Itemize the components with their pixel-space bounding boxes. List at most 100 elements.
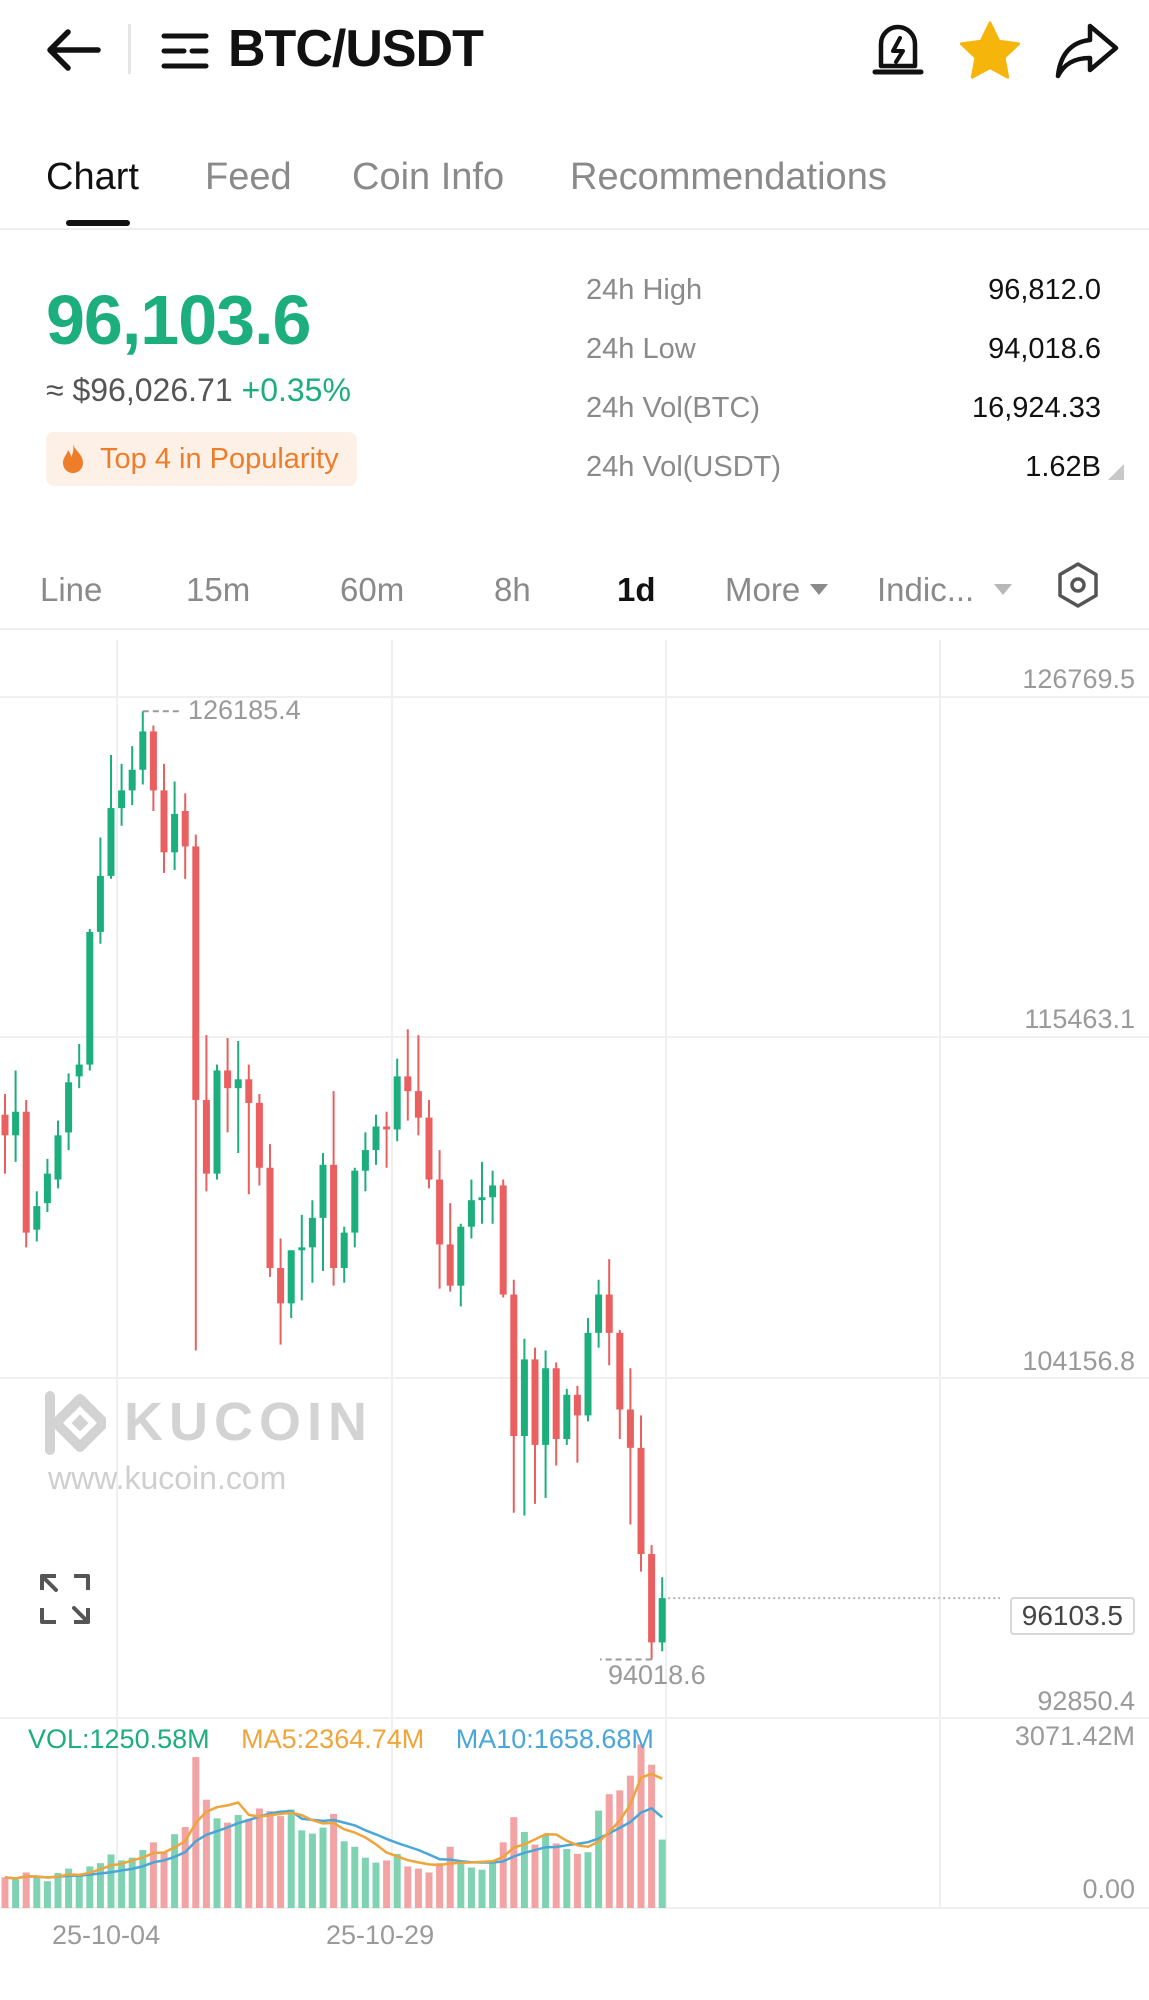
volume-bar	[149, 1842, 157, 1908]
candle-body	[467, 1200, 475, 1227]
corner-triangle-icon	[1108, 464, 1124, 480]
volume-value: VOL:1250.58M	[28, 1724, 210, 1754]
stat-value-24h-vol-btc: 16,924.33	[971, 392, 1101, 424]
pair-title[interactable]: BTC/USDT	[228, 20, 484, 78]
candle-body	[626, 1409, 634, 1448]
candle-body	[637, 1447, 645, 1554]
tab-coin-info[interactable]: Coin Info	[352, 156, 505, 198]
timeframe-1d[interactable]: 1d	[617, 571, 656, 608]
volume-bar	[626, 1775, 634, 1908]
stat-label-24h-high: 24h High	[586, 274, 703, 306]
fullscreen-expand-icon[interactable]	[38, 1572, 92, 1626]
volume-bars	[1, 1744, 666, 1908]
candle-body	[457, 1226, 465, 1286]
volume-bar	[605, 1794, 613, 1908]
volume-bar	[542, 1835, 550, 1908]
price-axis-label: 104156.8	[1022, 1346, 1135, 1376]
price-markers	[142, 710, 1000, 1661]
chevron-down-icon	[994, 583, 1013, 595]
volume-bar	[192, 1757, 200, 1908]
timeframe-15m[interactable]: 15m	[186, 571, 251, 608]
candle-body	[648, 1553, 656, 1643]
volume-bar	[128, 1857, 136, 1908]
candlestick-chart[interactable]	[0, 630, 1149, 1930]
tab-chart[interactable]: Chart	[46, 156, 139, 198]
kucoin-logo-icon	[45, 1391, 106, 1455]
candle-body	[605, 1294, 613, 1333]
candle-body	[171, 813, 179, 853]
hexagon-settings-icon[interactable]	[1053, 560, 1103, 610]
volume-bar	[287, 1809, 295, 1908]
volume-bar	[361, 1857, 369, 1908]
volume-bar	[573, 1853, 581, 1908]
candle-body	[107, 808, 115, 876]
volume-bar	[446, 1846, 454, 1908]
ma10-line	[4, 1807, 664, 1880]
active-tab-indicator	[66, 220, 130, 226]
candle-body	[478, 1197, 486, 1201]
timeframe-60m[interactable]: 60m	[340, 571, 405, 608]
candle-body	[573, 1394, 581, 1416]
timeframe-line[interactable]: Line	[40, 571, 103, 608]
stat-label-24h-vol-btc: 24h Vol(BTC)	[586, 392, 761, 424]
volume-bar	[118, 1860, 126, 1908]
share-arrow-icon[interactable]	[1052, 16, 1122, 86]
stat-value-24h-low: 94,018.6	[988, 333, 1101, 365]
price-axis-label: 126769.5	[1022, 664, 1135, 694]
timeframe-bar: Line 15m 60m 8h 1d More Indic...	[0, 550, 1149, 630]
price-change-percent: +0.35%	[241, 372, 351, 408]
candle-body	[245, 1079, 253, 1103]
candle-body	[118, 790, 126, 809]
volume-bar	[319, 1827, 327, 1908]
volume-bar	[255, 1808, 263, 1908]
volume-axis-max-label: 3071.42M	[1014, 1721, 1135, 1751]
volume-bar	[489, 1860, 497, 1908]
volume-bar	[96, 1863, 104, 1908]
volume-bar	[637, 1744, 645, 1908]
candle-body	[96, 875, 104, 932]
fiat-price: ≈ $96,026.71	[46, 372, 233, 408]
volume-bar	[404, 1866, 412, 1908]
candle-body	[149, 731, 157, 791]
stat-label-24h-vol-usdt: 24h Vol(USDT)	[586, 451, 782, 483]
volume-bar	[298, 1830, 306, 1908]
volume-bar	[393, 1853, 401, 1908]
candle-body	[520, 1359, 528, 1437]
price-alert-bell-icon[interactable]	[865, 16, 931, 82]
volume-bar	[75, 1874, 83, 1908]
candle-body	[287, 1250, 295, 1304]
candle-body	[266, 1167, 274, 1268]
arrow-left-icon[interactable]	[42, 22, 106, 78]
volume-bar	[139, 1850, 147, 1908]
candle-body	[542, 1368, 550, 1445]
candle-body	[22, 1111, 30, 1233]
last-price: 96,103.6	[46, 281, 311, 359]
volume-bar	[648, 1764, 656, 1908]
candle-body	[393, 1076, 401, 1130]
content-tabs: Chart Feed Coin Info Recommendations	[0, 140, 1149, 230]
candles	[1, 711, 666, 1660]
candle-body	[446, 1244, 454, 1286]
volume-bar	[171, 1834, 179, 1908]
price-axis-label: 115463.1	[1024, 1004, 1135, 1034]
volume-bar	[12, 1879, 20, 1908]
candle-body	[160, 790, 168, 853]
candle-body	[499, 1185, 507, 1295]
candle-body	[1, 1114, 9, 1136]
candle-body	[658, 1598, 666, 1643]
tab-feed[interactable]: Feed	[205, 156, 292, 198]
list-menu-icon[interactable]	[160, 26, 210, 76]
timeframe-8h[interactable]: 8h	[494, 571, 531, 608]
indicators-dropdown[interactable]: Indic...	[877, 568, 1013, 612]
volume-bar	[372, 1862, 380, 1908]
candle-body	[255, 1102, 263, 1168]
price-axis-label: 92850.4	[1037, 1686, 1135, 1716]
timeframe-more-dropdown[interactable]: More	[725, 568, 829, 612]
popularity-badge[interactable]: Top 4 in Popularity	[46, 432, 357, 486]
candle-body	[436, 1179, 444, 1245]
star-icon[interactable]	[955, 16, 1025, 86]
tab-recommendations[interactable]: Recommendations	[570, 156, 887, 198]
candle-body	[595, 1294, 603, 1333]
popularity-text: Top 4 in Popularity	[100, 442, 339, 475]
candle-body	[404, 1076, 412, 1092]
